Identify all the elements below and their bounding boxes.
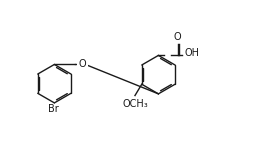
Text: OH: OH xyxy=(184,48,199,58)
Text: O: O xyxy=(79,59,86,69)
Text: OCH₃: OCH₃ xyxy=(122,99,148,109)
Text: O: O xyxy=(174,32,181,42)
Text: Br: Br xyxy=(48,104,59,114)
